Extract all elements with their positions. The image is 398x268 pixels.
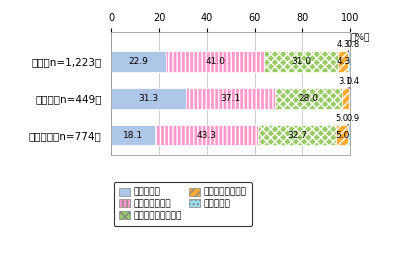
Text: 32.7: 32.7 bbox=[287, 131, 307, 140]
Legend: 重要である, やや重要である, どちらともいえない, あまり重要でない, 重要でない: 重要である, やや重要である, どちらともいえない, あまり重要でない, 重要で… bbox=[113, 182, 252, 226]
Bar bbox=[275, 88, 341, 109]
Bar bbox=[338, 51, 348, 72]
Text: 5.0: 5.0 bbox=[335, 131, 349, 140]
Bar bbox=[349, 88, 350, 109]
Bar bbox=[348, 125, 350, 145]
Bar bbox=[166, 51, 264, 72]
Bar bbox=[155, 125, 258, 145]
Text: 4.3: 4.3 bbox=[336, 57, 350, 66]
Text: 4.3: 4.3 bbox=[337, 40, 350, 49]
Text: 0.9: 0.9 bbox=[346, 114, 359, 123]
Bar bbox=[186, 88, 275, 109]
Text: （%）: （%） bbox=[350, 32, 370, 41]
Bar bbox=[111, 88, 186, 109]
Text: 31.3: 31.3 bbox=[139, 94, 159, 103]
Text: 28.0: 28.0 bbox=[298, 94, 318, 103]
Text: 18.1: 18.1 bbox=[123, 131, 143, 140]
Text: 31.0: 31.0 bbox=[291, 57, 311, 66]
Text: 5.0: 5.0 bbox=[336, 114, 349, 123]
Text: 22.9: 22.9 bbox=[129, 57, 149, 66]
Text: 3.1: 3.1 bbox=[339, 77, 352, 86]
Bar bbox=[111, 51, 166, 72]
Bar bbox=[336, 125, 348, 145]
Text: 0.8: 0.8 bbox=[346, 40, 359, 49]
Bar bbox=[264, 51, 338, 72]
Bar bbox=[341, 88, 349, 109]
Bar bbox=[111, 125, 155, 145]
Text: 41.0: 41.0 bbox=[205, 57, 225, 66]
Text: 43.3: 43.3 bbox=[196, 131, 217, 140]
Text: 0.4: 0.4 bbox=[347, 77, 360, 86]
Bar bbox=[348, 51, 350, 72]
Text: 37.1: 37.1 bbox=[220, 94, 240, 103]
Bar bbox=[258, 125, 336, 145]
